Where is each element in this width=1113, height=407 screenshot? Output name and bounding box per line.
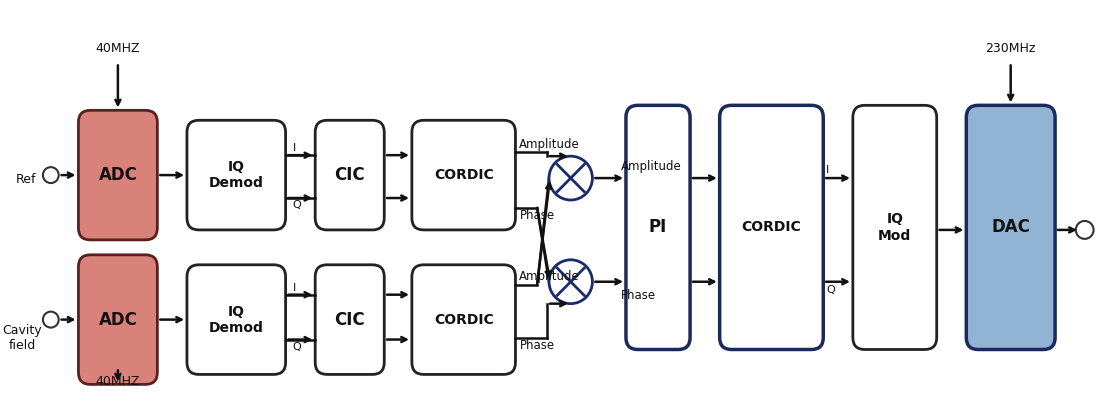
Text: 40MHZ: 40MHZ [96,375,140,388]
FancyBboxPatch shape [966,105,1055,350]
Text: I: I [293,283,296,293]
Text: CIC: CIC [334,311,365,328]
Text: CIC: CIC [334,166,365,184]
Text: Phase: Phase [520,339,554,352]
Text: Amplitude: Amplitude [520,270,580,283]
Circle shape [549,260,592,304]
Text: ADC: ADC [98,166,137,184]
FancyBboxPatch shape [187,120,286,230]
Text: 230MHz: 230MHz [985,42,1036,55]
Text: Q: Q [826,285,835,295]
Text: Phase: Phase [520,210,554,223]
Text: Phase: Phase [621,289,657,302]
Text: Q: Q [293,200,302,210]
FancyBboxPatch shape [187,265,286,374]
Text: CORDIC: CORDIC [434,313,493,326]
FancyBboxPatch shape [78,110,157,240]
Text: IQ
Mod: IQ Mod [878,212,912,243]
FancyBboxPatch shape [626,105,690,350]
FancyBboxPatch shape [412,120,515,230]
Text: ADC: ADC [98,311,137,328]
Text: CORDIC: CORDIC [741,221,801,234]
Text: I: I [826,165,829,175]
Text: Q: Q [293,341,302,352]
Text: PI: PI [649,219,667,236]
Text: CORDIC: CORDIC [434,168,493,182]
FancyBboxPatch shape [853,105,937,350]
Text: DAC: DAC [992,219,1031,236]
FancyBboxPatch shape [720,105,824,350]
Text: 40MHZ: 40MHZ [96,42,140,55]
FancyBboxPatch shape [412,265,515,374]
FancyBboxPatch shape [315,265,384,374]
Text: I: I [293,143,296,153]
Text: Amplitude: Amplitude [621,160,682,173]
Text: IQ
Demod: IQ Demod [209,304,264,335]
Text: Amplitude: Amplitude [520,138,580,151]
Circle shape [43,312,59,328]
Circle shape [1076,221,1094,239]
Text: Cavity
field: Cavity field [2,324,42,352]
FancyBboxPatch shape [315,120,384,230]
Text: Ref: Ref [16,173,37,186]
FancyBboxPatch shape [78,255,157,384]
Circle shape [43,167,59,183]
Circle shape [549,156,592,200]
Text: IQ
Demod: IQ Demod [209,160,264,190]
